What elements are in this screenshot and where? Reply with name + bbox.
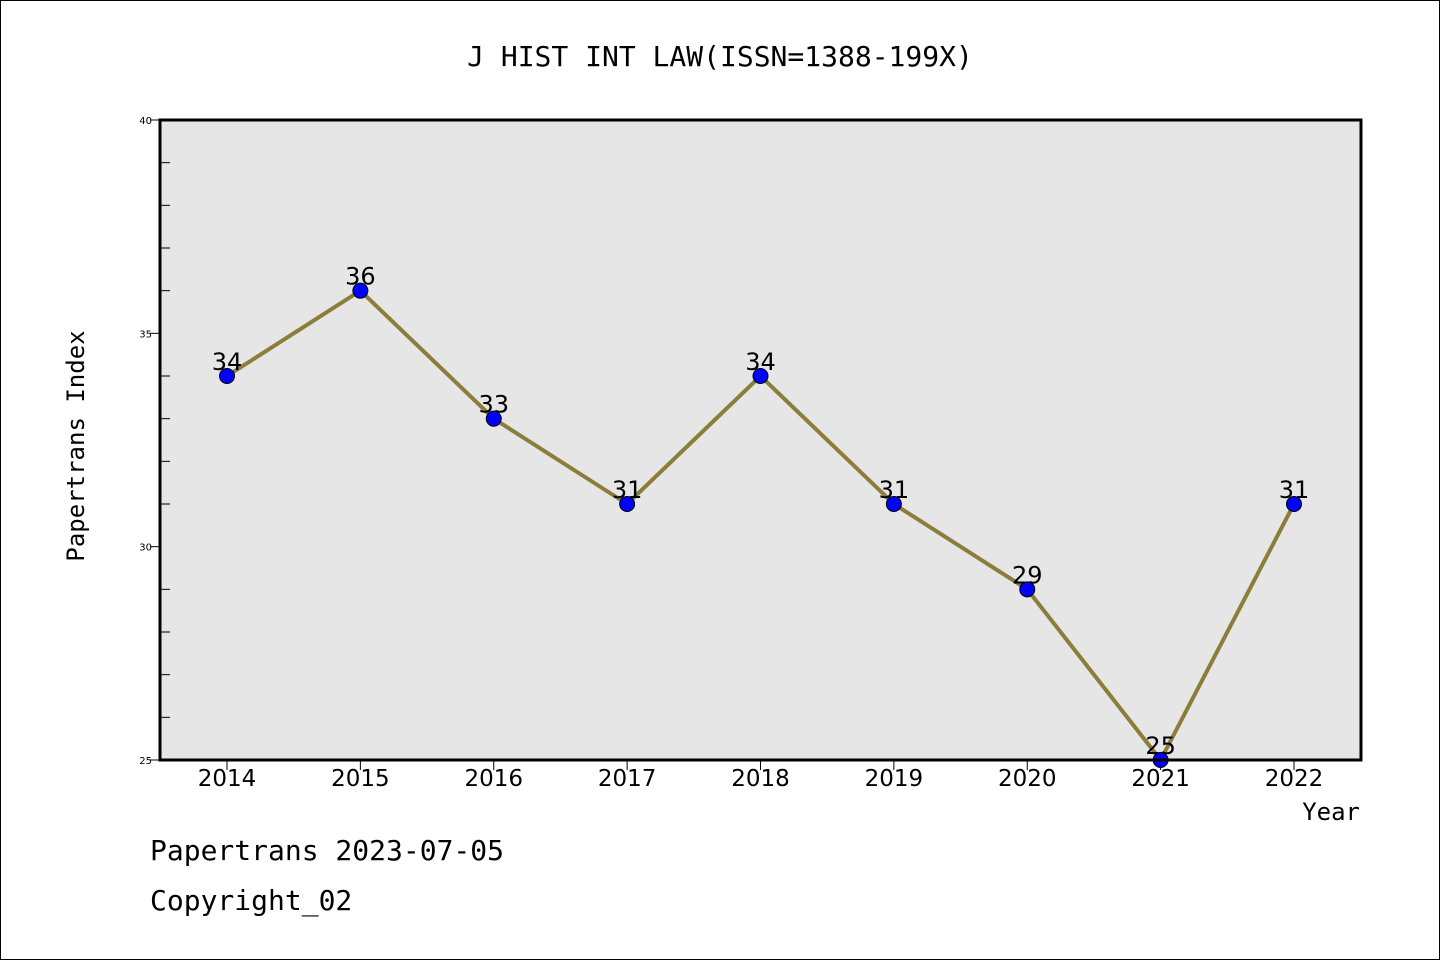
x-tick-label: 2022 (1265, 766, 1324, 792)
y-tick-label: 35 (139, 329, 152, 340)
chart-title: J HIST INT LAW(ISSN=1388-199X) (467, 40, 973, 73)
data-point (219, 368, 235, 384)
data-point (752, 368, 769, 384)
data-label: 25 (1145, 732, 1176, 760)
footer-date: Papertrans 2023-07-05 (150, 834, 505, 867)
data-label: 31 (879, 476, 910, 504)
x-tick-label: 2019 (865, 766, 924, 792)
x-tick-label: 2015 (331, 766, 390, 792)
data-labels: 34 36 33 31 34 31 29 25 31 (212, 263, 1310, 760)
x-tick-label: 2020 (998, 766, 1057, 792)
data-point (1286, 496, 1302, 512)
data-label: 31 (612, 476, 643, 504)
data-point (485, 410, 502, 427)
data-label: 33 (478, 391, 509, 419)
plot-area (160, 120, 1361, 760)
x-tick-label: 2017 (598, 766, 657, 792)
y-axis-label: Papertrans Index (62, 330, 90, 561)
x-tick-label: 2016 (464, 766, 523, 792)
y-axis-ticks: 25 30 35 40 (139, 116, 170, 767)
data-label: 31 (1279, 476, 1310, 504)
x-tick-label: 2021 (1131, 766, 1190, 792)
x-tick-label: 2018 (731, 766, 790, 792)
data-point (352, 282, 369, 299)
y-tick-label: 40 (139, 116, 152, 127)
y-tick-label: 25 (139, 756, 152, 767)
data-label: 29 (1012, 561, 1043, 589)
data-point (1019, 581, 1036, 598)
plot-border (158, 118, 1363, 762)
data-point (885, 496, 902, 512)
footer-copyright: Copyright_02 (150, 884, 353, 917)
data-label: 36 (345, 263, 376, 291)
data-label: 34 (212, 348, 243, 376)
data-point (619, 496, 636, 512)
x-axis-ticks: 2014 2015 2016 2017 2018 2019 2020 2021 2022 (198, 760, 1324, 792)
y-tick-label: 30 (139, 543, 152, 554)
x-axis-label: Year (1302, 798, 1360, 826)
x-tick-label: 2014 (198, 766, 257, 792)
data-label: 34 (745, 348, 776, 376)
